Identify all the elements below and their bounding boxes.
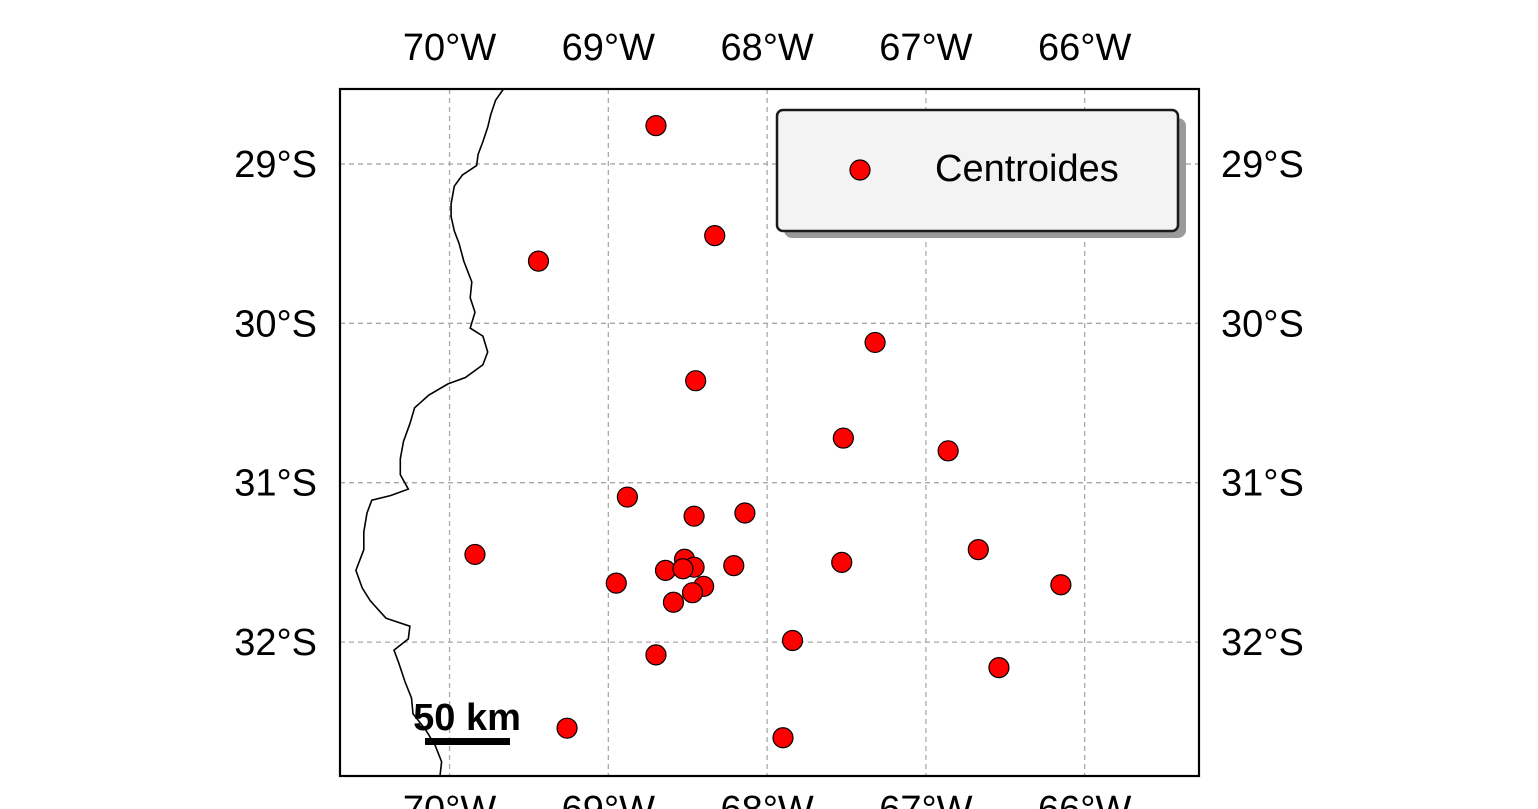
lon-tick-label-bottom: 68°W xyxy=(720,789,813,809)
centroid-point xyxy=(988,657,1010,679)
lat-tick-label-right: 30°S xyxy=(1221,303,1304,345)
lon-tick-label-top: 68°W xyxy=(720,27,813,69)
lat-tick-label-right: 29°S xyxy=(1221,144,1304,186)
centroid-point xyxy=(672,558,694,580)
lon-tick-label-top: 66°W xyxy=(1038,27,1131,69)
centroid-point xyxy=(527,250,550,272)
legend: Centroides xyxy=(775,108,1186,238)
centroid-point xyxy=(704,225,726,247)
centroid-point xyxy=(662,591,685,613)
centroid-point xyxy=(645,644,667,666)
scale-bar: 50 km xyxy=(413,697,521,745)
lon-tick-label-bottom: 66°W xyxy=(1038,789,1131,809)
centroid-point xyxy=(645,115,667,137)
lon-tick-labels-bottom: 70°W 69°W 68°W 67°W 66°W xyxy=(403,789,1132,809)
lat-tick-labels-left: 29°S 30°S 31°S 32°S xyxy=(234,144,317,664)
centroid-point xyxy=(831,551,853,574)
lat-tick-label-left: 30°S xyxy=(234,303,317,345)
centroid-point xyxy=(683,505,705,527)
centroid-point xyxy=(781,629,804,652)
lat-tick-label-left: 31°S xyxy=(234,463,317,505)
lat-tick-label-left: 32°S xyxy=(234,622,317,664)
lon-tick-label-bottom: 67°W xyxy=(879,789,972,809)
centroid-point xyxy=(605,572,627,594)
legend-box xyxy=(775,108,1180,233)
lon-tick-label-top: 69°W xyxy=(562,27,655,69)
lon-tick-label-bottom: 70°W xyxy=(403,789,496,809)
lon-tick-label-bottom: 69°W xyxy=(562,789,655,809)
centroid-point xyxy=(616,486,638,508)
lat-tick-labels-right: 29°S 30°S 31°S 32°S xyxy=(1221,144,1304,664)
lat-tick-label-right: 31°S xyxy=(1221,463,1304,505)
centroid-point xyxy=(723,554,745,577)
centroid-point xyxy=(734,502,756,524)
lon-tick-labels-top: 70°W 69°W 68°W 67°W 66°W xyxy=(403,27,1132,69)
centroid-points xyxy=(464,115,1072,749)
centroid-point xyxy=(772,727,794,749)
lat-tick-label-left: 29°S xyxy=(234,144,317,186)
lon-tick-label-top: 67°W xyxy=(879,27,972,69)
centroid-point xyxy=(832,427,854,449)
coastline xyxy=(355,89,505,776)
lon-tick-label-top: 70°W xyxy=(403,27,496,69)
centroid-point xyxy=(464,543,486,566)
legend-label: Centroides xyxy=(935,148,1119,190)
centroid-point xyxy=(556,717,578,739)
legend-marker xyxy=(849,159,871,181)
centroid-point xyxy=(1050,574,1072,596)
centroid-point xyxy=(685,370,707,392)
scale-bar-label: 50 km xyxy=(413,697,521,739)
centroid-point xyxy=(681,582,704,604)
centroid-point xyxy=(937,440,959,462)
centroid-point xyxy=(864,331,886,354)
lat-tick-label-right: 32°S xyxy=(1221,622,1304,664)
scale-bar-line xyxy=(425,738,510,745)
map-frame xyxy=(338,87,1201,778)
centroid-point xyxy=(967,539,989,561)
